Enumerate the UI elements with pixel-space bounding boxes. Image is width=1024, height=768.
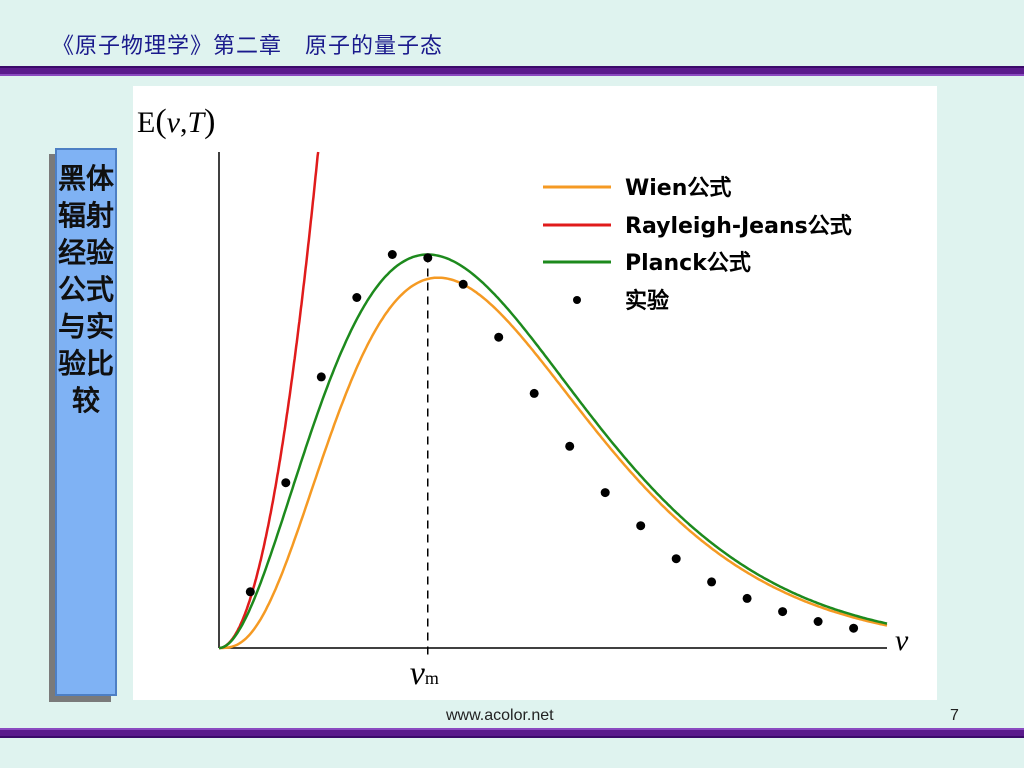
y-label-comma: , — [180, 106, 188, 139]
footer-divider — [0, 728, 1024, 738]
experiment-point — [458, 279, 468, 289]
blackbody-chart: E(ν,T) ν νm Wien公式 Rayleigh-Jeans公式 Plan… — [137, 103, 909, 692]
experiment-point — [565, 441, 575, 451]
header-divider — [0, 66, 1024, 76]
experiment-point — [423, 253, 433, 263]
experiment-point — [600, 488, 610, 498]
legend: Wien公式 Rayleigh-Jeans公式 Planck公式 实验 — [543, 176, 852, 314]
planck-curve — [218, 253, 888, 650]
x-axis-label: ν — [895, 624, 909, 657]
experiment-point — [742, 593, 752, 603]
legend-marker-experiment — [573, 296, 581, 304]
legend-label-rayleigh: Rayleigh-Jeans公式 — [625, 214, 852, 239]
experiment-points — [245, 250, 859, 633]
y-label-open-paren: ( — [155, 103, 166, 140]
y-label-e: E — [137, 106, 155, 139]
experiment-point — [387, 250, 397, 259]
y-label-nu: ν — [167, 106, 181, 139]
experiment-point — [529, 388, 539, 398]
sidebar-label: 黑体辐射经验公式与实验比较 — [57, 162, 114, 417]
experiment-point — [778, 607, 788, 617]
y-axis-label: E(ν,T) — [137, 103, 216, 140]
experiment-point — [636, 521, 646, 531]
plot-panel: E(ν,T) ν νm Wien公式 Rayleigh-Jeans公式 Plan… — [133, 86, 937, 700]
experiment-point — [245, 587, 255, 597]
y-label-close-paren: ) — [204, 103, 215, 140]
experiment-point — [281, 478, 291, 488]
experiment-point — [849, 623, 859, 633]
footer-url: www.acolor.net — [446, 707, 554, 724]
experiment-point — [494, 332, 504, 342]
experiment-point — [813, 617, 823, 626]
page-number: 7 — [950, 707, 959, 724]
legend-label-wien: Wien公式 — [625, 176, 731, 201]
wien-curve — [219, 276, 888, 650]
rayleigh-jeans-curve — [219, 151, 320, 650]
experiment-point — [707, 577, 717, 587]
sidebar-label-box: 黑体辐射经验公式与实验比较 — [55, 148, 117, 696]
legend-label-experiment: 实验 — [625, 288, 669, 314]
peak-label-main: ν — [410, 655, 426, 692]
peak-label-sub: m — [425, 668, 439, 688]
y-label-t: T — [187, 106, 206, 139]
experiment-point — [352, 293, 362, 302]
slide-title: 《原子物理学》第二章 原子的量子态 — [52, 34, 444, 59]
legend-label-planck: Planck公式 — [625, 251, 751, 276]
experiment-point — [316, 372, 326, 382]
experiment-point — [671, 554, 681, 564]
peak-frequency-label: νm — [410, 655, 439, 692]
